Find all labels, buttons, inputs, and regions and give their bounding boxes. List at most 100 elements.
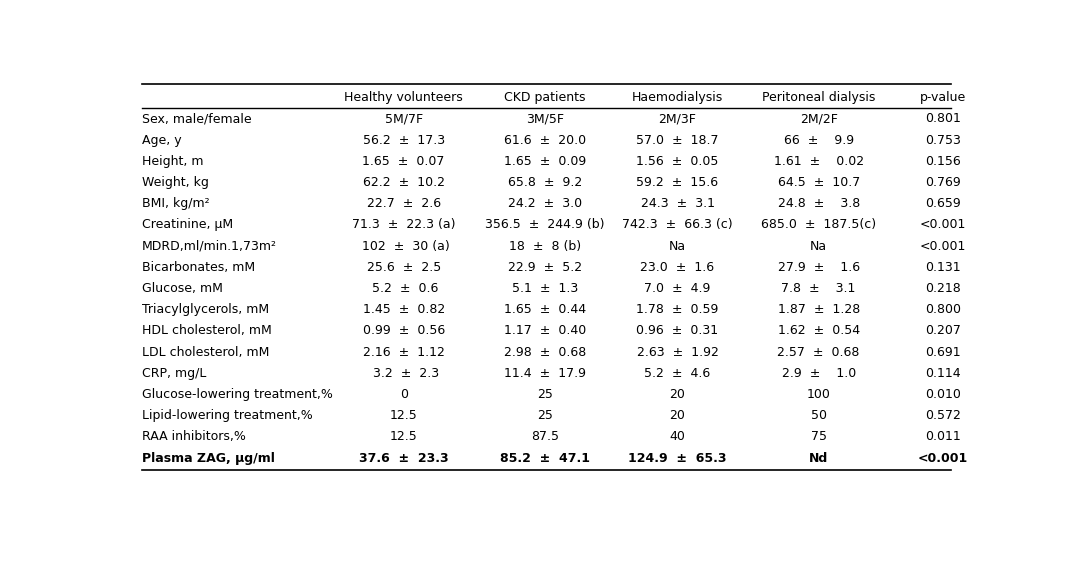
Text: 102  ±  30 (a): 102 ± 30 (a) [358,239,450,253]
Text: Age, y: Age, y [142,134,182,147]
Text: 5.2  ±  4.6: 5.2 ± 4.6 [645,367,711,380]
Text: Nd: Nd [809,452,828,465]
Text: 100: 100 [806,388,831,401]
Text: 0.769: 0.769 [925,176,961,189]
Text: 57.0  ±  18.7: 57.0 ± 18.7 [636,134,719,147]
Text: 50: 50 [811,409,827,422]
Text: 59.2  ±  15.6: 59.2 ± 15.6 [636,176,719,189]
Text: 23.0  ±  1.6: 23.0 ± 1.6 [640,261,714,274]
Text: 40: 40 [669,430,685,443]
Text: 0: 0 [399,388,408,401]
Text: 7.0  ±  4.9: 7.0 ± 4.9 [645,282,711,295]
Text: 5.2  ±  0.6: 5.2 ± 0.6 [368,282,439,295]
Text: 66  ±    9.9: 66 ± 9.9 [784,134,854,147]
Text: CRP, mg/L: CRP, mg/L [142,367,207,380]
Text: 742.3  ±  66.3 (c): 742.3 ± 66.3 (c) [622,219,733,232]
Text: HDL cholesterol, mM: HDL cholesterol, mM [142,324,272,337]
Text: 2M/3F: 2M/3F [659,112,696,125]
Text: 25: 25 [537,409,553,422]
Text: 2.16  ±  1.12: 2.16 ± 1.12 [363,346,444,359]
Text: Height, m: Height, m [142,155,203,168]
Text: 124.9  ±  65.3: 124.9 ± 65.3 [629,452,727,465]
Text: 3.2  ±  2.3: 3.2 ± 2.3 [368,367,439,380]
Text: 0.218: 0.218 [925,282,961,295]
Text: 1.45  ±  0.82: 1.45 ± 0.82 [362,303,444,316]
Text: 12.5: 12.5 [390,430,418,443]
Text: 1.65  ±  0.09: 1.65 ± 0.09 [503,155,586,168]
Text: Na: Na [810,239,827,253]
Text: Sex, male/female: Sex, male/female [142,112,252,125]
Text: Glucose, mM: Glucose, mM [142,282,223,295]
Text: 1.56  ±  0.05: 1.56 ± 0.05 [636,155,719,168]
Text: 0.207: 0.207 [925,324,961,337]
Text: 0.156: 0.156 [925,155,961,168]
Text: LDL cholesterol, mM: LDL cholesterol, mM [142,346,270,359]
Text: 0.114: 0.114 [925,367,961,380]
Text: 1.61  ±    0.02: 1.61 ± 0.02 [773,155,863,168]
Text: 1.65  ±  0.07: 1.65 ± 0.07 [362,155,444,168]
Text: 0.572: 0.572 [925,409,961,422]
Text: Haemodialysis: Haemodialysis [632,91,723,104]
Text: 2.63  ±  1.92: 2.63 ± 1.92 [636,346,719,359]
Text: 87.5: 87.5 [531,430,559,443]
Text: 24.3  ±  3.1: 24.3 ± 3.1 [640,197,714,210]
Text: 356.5  ±  244.9 (b): 356.5 ± 244.9 (b) [485,219,604,232]
Text: 61.6  ±  20.0: 61.6 ± 20.0 [503,134,586,147]
Text: CKD patients: CKD patients [504,91,586,104]
Text: 0.010: 0.010 [925,388,961,401]
Text: 12.5: 12.5 [390,409,418,422]
Text: 25: 25 [537,388,553,401]
Text: 2.98  ±  0.68: 2.98 ± 0.68 [503,346,586,359]
Text: 37.6  ±  23.3: 37.6 ± 23.3 [359,452,449,465]
Text: 0.99  ±  0.56: 0.99 ± 0.56 [362,324,444,337]
Text: <0.001: <0.001 [920,219,966,232]
Text: Glucose-lowering treatment,%: Glucose-lowering treatment,% [142,388,333,401]
Text: 65.8  ±  9.2: 65.8 ± 9.2 [508,176,582,189]
Text: 0.011: 0.011 [925,430,961,443]
Text: 27.9  ±    1.6: 27.9 ± 1.6 [778,261,860,274]
Text: 1.87  ±  1.28: 1.87 ± 1.28 [778,303,860,316]
Text: 20: 20 [669,388,685,401]
Text: 5M/7F: 5M/7F [384,112,423,125]
Text: 71.3  ±  22.3 (a): 71.3 ± 22.3 (a) [352,219,455,232]
Text: 1.62  ±  0.54: 1.62 ± 0.54 [778,324,860,337]
Text: 0.96  ±  0.31: 0.96 ± 0.31 [636,324,719,337]
Text: 0.753: 0.753 [925,134,961,147]
Text: 2M/2F: 2M/2F [800,112,838,125]
Text: 0.801: 0.801 [925,112,961,125]
Text: 3M/5F: 3M/5F [526,112,563,125]
Text: Triacylglycerols, mM: Triacylglycerols, mM [142,303,269,316]
Text: RAA inhibitors,%: RAA inhibitors,% [142,430,246,443]
Text: 25.6  ±  2.5: 25.6 ± 2.5 [366,261,441,274]
Text: 24.8  ±    3.8: 24.8 ± 3.8 [778,197,860,210]
Text: Bicarbonates, mM: Bicarbonates, mM [142,261,255,274]
Text: 22.7  ±  2.6: 22.7 ± 2.6 [366,197,440,210]
Text: 24.2  ±  3.0: 24.2 ± 3.0 [508,197,582,210]
Text: Plasma ZAG, μg/ml: Plasma ZAG, μg/ml [142,452,275,465]
Text: 7.8  ±    3.1: 7.8 ± 3.1 [782,282,856,295]
Text: p-value: p-value [920,91,966,104]
Text: 2.57  ±  0.68: 2.57 ± 0.68 [778,346,860,359]
Text: Weight, kg: Weight, kg [142,176,209,189]
Text: 75: 75 [811,430,827,443]
Text: 0.691: 0.691 [925,346,961,359]
Text: 0.131: 0.131 [925,261,961,274]
Text: <0.001: <0.001 [918,452,968,465]
Text: 11.4  ±  17.9: 11.4 ± 17.9 [503,367,586,380]
Text: Na: Na [669,239,687,253]
Text: 685.0  ±  187.5(c): 685.0 ± 187.5(c) [761,219,876,232]
Text: 22.9  ±  5.2: 22.9 ± 5.2 [508,261,582,274]
Text: 64.5  ±  10.7: 64.5 ± 10.7 [778,176,860,189]
Text: Lipid-lowering treatment,%: Lipid-lowering treatment,% [142,409,313,422]
Text: MDRD,ml/min.1,73m²: MDRD,ml/min.1,73m² [142,239,277,253]
Text: 0.800: 0.800 [925,303,961,316]
Text: 56.2  ±  17.3: 56.2 ± 17.3 [363,134,444,147]
Text: 2.9  ±    1.0: 2.9 ± 1.0 [782,367,856,380]
Text: 18  ±  8 (b): 18 ± 8 (b) [509,239,580,253]
Text: 1.17  ±  0.40: 1.17 ± 0.40 [503,324,586,337]
Text: Creatinine, μM: Creatinine, μM [142,219,233,232]
Text: 1.65  ±  0.44: 1.65 ± 0.44 [503,303,586,316]
Text: 20: 20 [669,409,685,422]
Text: Peritoneal dialysis: Peritoneal dialysis [761,91,875,104]
Text: 1.78  ±  0.59: 1.78 ± 0.59 [636,303,719,316]
